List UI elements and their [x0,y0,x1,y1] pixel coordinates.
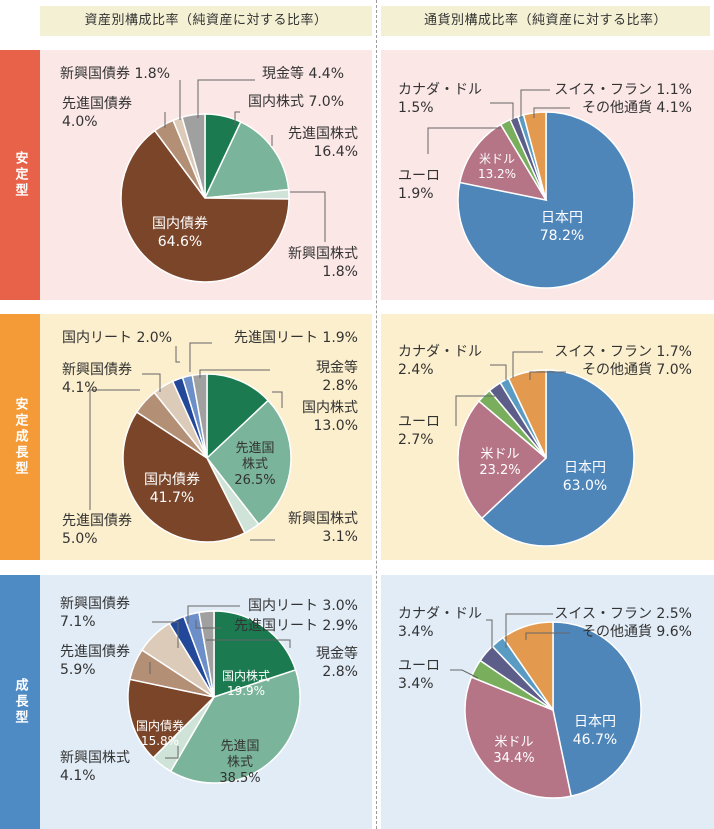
row-label-balanced: 安定成長型 [0,314,40,560]
pie-5-label-usd: 米ドル 34.4% [493,735,534,766]
pie-4-slice-cash [198,610,215,698]
pie-1-label-jpy: 日本円 78.2% [540,210,584,244]
pie-3-leader-eur [455,395,498,426]
row-label-stable: 安定型 [0,50,40,300]
pie-4-label-cash: 現金等 2.8% [316,645,358,680]
pie-0-leader-domestic-stock [234,111,240,125]
pie-3-leader-cad [490,364,507,380]
pie-1-label-usd: 米ドル 13.2% [478,152,516,181]
pie-2-leader-developed-bond [89,389,140,510]
pie-0-label-developed-bond: 先進国債券 4.0% [62,96,132,130]
pie-5-label-chf: スイス・フラン 2.5% [554,606,692,622]
pie-0-leader-cash [197,79,255,118]
pie-3-label-eur: ユーロ 2.7% [398,414,440,448]
pie-1-leader-other-currency [533,107,570,118]
pie-2-label-emerging-bond: 新興国債券 4.1% [62,362,132,396]
pie-1-leader-chf [520,89,550,118]
pie-2-label-developed-stock: 先進国株式 26.5% [234,441,275,488]
pie-2-label-emerging-stock: 新興国株式 3.1% [288,511,358,545]
pie-5-leader-other-currency [525,632,570,640]
pie-3-label-other-currency: その他通貨 7.0% [582,361,692,378]
pie-3-label-chf: スイス・フラン 1.7% [554,344,692,360]
pie-5-label-other-currency: その他通貨 9.6% [582,623,692,640]
pie-4-leader-cash [206,639,291,648]
column-divider [376,0,377,829]
pie-4-leader-developed-reit [195,620,222,629]
pie-1-label-other-currency: その他通貨 4.1% [582,99,692,116]
pie-5-slice-other-currency [502,621,554,713]
pie-1-label-chf: スイス・フラン 1.1% [554,82,692,98]
pie-4-slice-developed-stock [169,668,301,784]
pie-2-label-domestic-bond: 国内債券 41.7% [144,472,200,506]
pie-0-label-developed-stock: 先進国株式 16.4% [288,126,358,160]
pie-4-label-domestic-bond: 国内債券 15.8% [136,718,184,748]
pie-3-label-cad: カナダ・ドル 2.4% [398,344,482,378]
pie-0-slice-domestic-bond [120,129,290,283]
pie-0-slice-developed-stock [203,120,290,199]
pie-5-label-cad: カナダ・ドル 3.4% [398,606,482,640]
pie-1-leader-eur [427,127,501,154]
pie-1 [457,111,635,289]
pie-2-leader-developed-reit [189,342,212,372]
pie-4-label-domestic-reit: 国内リート 3.0% [248,598,358,614]
pie-5-label-jpy: 日本円 46.7% [573,714,617,748]
pie-2-leader-emerging-bond [142,373,161,392]
pie-5-leader-chf [505,613,553,648]
pie-3-label-usd: 米ドル 23.2% [479,447,520,478]
pie-5-leader-eur [450,669,479,679]
pie-4 [127,610,301,784]
pie-3-slice-other-currency [507,369,547,459]
pie-3-label-jpy: 日本円 63.0% [563,460,607,494]
pie-4-label-developed-stock: 先進国株式 38.5% [219,739,260,786]
pie-1-slice-usd [458,123,548,202]
pie-4-label-emerging-stock: 新興国株式 4.1% [60,750,130,784]
pie-4-label-developed-reit: 先進国リート 2.9% [234,618,358,634]
pie-2-leader-cash [199,369,270,378]
pie-3-slice-jpy [480,369,635,547]
pie-5-slice-jpy [552,621,642,798]
pie-4-slice-domestic-stock [213,610,297,699]
pie-3-leader-other-currency [529,371,566,380]
pie-2-label-domestic-reit: 国内リート 2.0% [62,330,172,346]
pie-3 [457,369,635,547]
pie-4-leader-emerging-bond [152,621,179,648]
asset-header: 資産別構成比率（純資産に対する比率） [40,6,372,36]
pie-0 [120,113,290,283]
pie-4-leader-domestic-reit [187,605,240,624]
pie-0-leader-emerging-stock [290,191,326,242]
pie-4-leader-emerging-stock [165,746,179,759]
pie-2-slice-developed-stock [205,399,292,526]
pie-2-leader-domestic-stock [272,391,283,408]
currency-header: 通貨別構成比率（純資産に対する比率） [381,6,710,36]
row-label-growth: 成長型 [0,575,40,829]
pie-5-label-eur: ユーロ 3.4% [398,658,440,692]
pie-2-label-cash: 現金等 2.8% [316,359,358,394]
pie-0-label-cash: 現金等 4.4% [262,65,344,82]
pie-3-slice-usd [457,400,548,520]
pie-2-label-domestic-stock: 国内株式 13.0% [302,400,358,434]
pie-2-label-developed-bond: 先進国債券 5.0% [62,513,132,547]
pie-0-slice-cash [181,113,206,199]
pie-1-label-eur: ユーロ 1.9% [398,168,440,202]
pie-1-leader-cad [490,102,514,122]
pie-2-slice-domestic-bond [122,410,246,543]
pie-4-label-emerging-bond: 新興国債券 7.1% [60,596,130,630]
pie-0-label-emerging-stock: 新興国株式 1.8% [288,246,358,280]
pie-0-label-domestic-stock: 国内株式 7.0% [248,94,344,110]
pie-5-leader-cad [486,619,493,650]
pie-0-label-domestic-bond: 国内債券 64.6% [152,216,208,250]
pie-4-label-developed-bond: 先進国債券 5.9% [60,644,130,678]
pie-4-label-domestic-stock: 国内株式 19.9% [222,668,270,698]
pie-5 [464,621,642,799]
pie-2-leader-domestic-reit [175,346,180,363]
pie-0-label-emerging-bond: 新興国債券 1.8% [60,66,170,82]
pie-3-leader-chf [512,351,543,378]
pie-2-slice-domestic-stock [206,373,270,460]
pie-4-slice-domestic-bond [127,678,216,759]
pie-1-label-cad: カナダ・ドル 1.5% [398,82,482,116]
pie-1-slice-other-currency [522,111,547,201]
pie-2-label-developed-reit: 先進国リート 1.9% [234,330,358,346]
